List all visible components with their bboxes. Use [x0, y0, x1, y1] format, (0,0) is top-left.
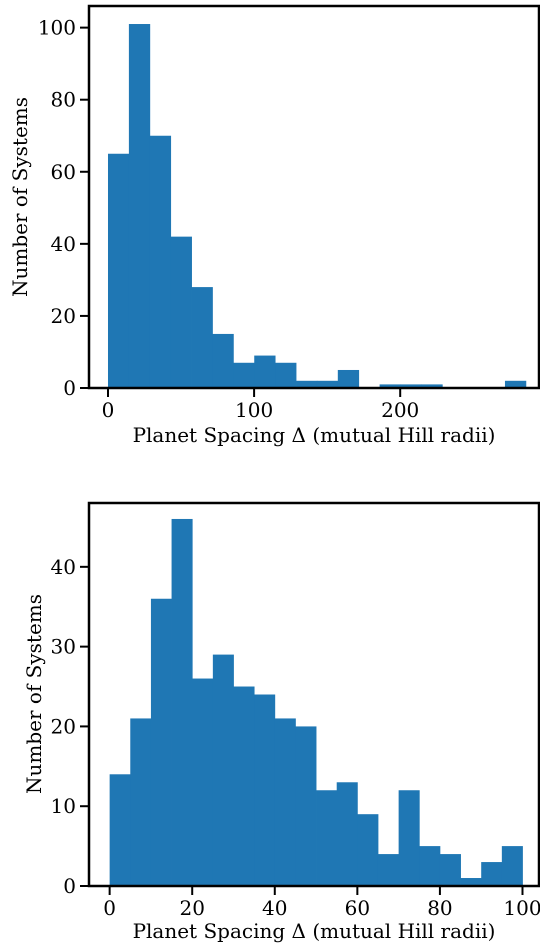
- bars-bottom: [109, 518, 523, 886]
- histogram-bar-bottom: [254, 694, 276, 886]
- bars-top: [107, 24, 527, 389]
- histogram-bar-bottom: [377, 854, 400, 886]
- histogram-bar-bottom: [274, 718, 296, 886]
- histogram-bar-top: [421, 384, 443, 388]
- histogram-bar-top: [128, 24, 151, 389]
- histogram-bar-top: [296, 380, 318, 388]
- y-tick-label-top: 20: [51, 304, 76, 328]
- histogram-bar-bottom: [439, 854, 461, 886]
- histogram-bar-top: [212, 333, 234, 388]
- ticks-bottom: 0 20 40 60 80 100 0 10 20 30 40: [51, 555, 540, 920]
- axes-top: [87, 4, 540, 390]
- histogram-bar-bottom: [336, 782, 358, 886]
- histogram-bar-bottom: [109, 774, 131, 886]
- histogram-bar-top: [275, 362, 297, 388]
- histogram-bar-top: [254, 355, 276, 388]
- histogram-bar-top: [400, 384, 422, 388]
- histogram-bar-bottom: [233, 686, 255, 886]
- histogram-bar-top: [337, 369, 360, 388]
- x-tick-label-bottom: 80: [427, 896, 452, 920]
- x-tick-label-bottom: 0: [103, 896, 116, 920]
- y-tick-label-bottom: 0: [63, 874, 76, 898]
- histogram-bar-bottom: [212, 654, 234, 886]
- histogram-bar-bottom: [150, 598, 172, 886]
- histogram-bar-top: [504, 380, 527, 388]
- axes-frame-bottom: [87, 501, 540, 888]
- histogram-bar-top: [170, 236, 192, 388]
- histogram-bar-top: [379, 384, 401, 388]
- histogram-bar-bottom: [316, 790, 338, 886]
- axes-frame-top: [87, 4, 540, 390]
- histogram-bar-bottom: [481, 862, 503, 886]
- histogram-bar-bottom: [171, 518, 193, 886]
- y-tick-label-top: 80: [51, 88, 76, 112]
- x-tick-label-bottom: 20: [179, 896, 204, 920]
- histogram-bar-bottom: [295, 726, 317, 886]
- histogram-bar-bottom: [357, 814, 379, 886]
- x-axis-label-bottom: Planet Spacing Δ (mutual Hill radii): [133, 919, 496, 943]
- histogram-bar-top: [316, 380, 339, 388]
- x-tick-label-bottom: 40: [262, 896, 287, 920]
- histogram-bar-bottom: [192, 678, 214, 886]
- y-tick-label-top: 40: [51, 232, 76, 256]
- y-tick-label-bottom: 10: [51, 794, 76, 818]
- y-tick-label-bottom: 20: [51, 714, 76, 738]
- histogram-top: 0 100 200 0 20 40 60 80 100 Planet Spacing Δ (mu…: [8, 4, 540, 447]
- axes-bottom: [87, 501, 540, 888]
- histogram-bar-bottom: [419, 846, 441, 886]
- x-tick-label-top: 200: [381, 398, 419, 422]
- x-tick-label-top: 0: [102, 398, 115, 422]
- y-tick-label-bottom: 30: [51, 635, 76, 659]
- x-axis-label-top: Planet Spacing Δ (mutual Hill radii): [133, 423, 496, 447]
- histogram-bar-bottom: [130, 718, 152, 886]
- y-axis-label-top: Number of Systems: [8, 97, 32, 297]
- histogram-bar-top: [107, 153, 130, 388]
- histogram-bar-top: [191, 287, 213, 388]
- y-tick-label-bottom: 40: [51, 555, 76, 579]
- histogram-bar-bottom: [460, 878, 482, 886]
- histogram-bottom: 0 20 40 60 80 100 0 10 20 30 40 Planet Spacing Δ (…: [22, 501, 540, 943]
- y-axis-label-bottom: Number of Systems: [22, 594, 46, 794]
- x-tick-label-bottom: 60: [345, 896, 370, 920]
- x-tick-label-top: 100: [235, 398, 273, 422]
- histogram-bar-bottom: [501, 846, 523, 886]
- histogram-bar-bottom: [398, 790, 420, 886]
- histogram-bar-top: [149, 135, 172, 388]
- y-tick-label-top: 100: [38, 16, 76, 40]
- y-tick-label-top: 60: [51, 160, 76, 184]
- x-tick-label-bottom: 100: [503, 896, 540, 920]
- ticks-top: 0 100 200 0 20 40 60 80 100: [38, 16, 419, 422]
- histogram-bar-top: [233, 362, 255, 388]
- y-tick-label-top: 0: [63, 376, 76, 400]
